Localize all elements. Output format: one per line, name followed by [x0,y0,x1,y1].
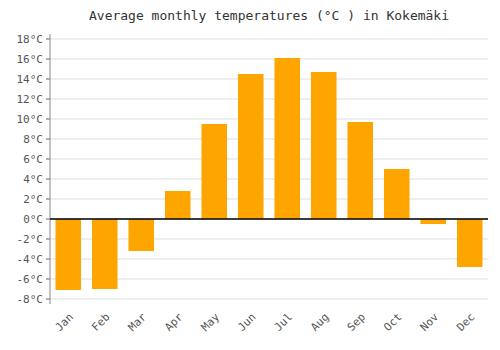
x-tick-label: Feb [89,311,112,334]
y-axis-line [50,34,51,304]
y-tick-label: -4°C [17,253,44,266]
bar [274,58,300,219]
grid-line [50,99,488,100]
y-tick-label: -6°C [17,273,44,286]
y-tick-label: 10°C [17,113,44,126]
y-tick [46,199,50,200]
y-tick-label: 6°C [23,153,43,166]
bar [55,219,81,290]
grid-line [50,299,488,300]
x-tick-label: Aug [308,311,331,334]
x-tick-label: Oct [381,311,404,334]
y-tick-label: -8°C [17,293,44,306]
x-tick-label: May [199,310,223,334]
y-tick [46,279,50,280]
y-tick [46,99,50,100]
grid-line [50,159,488,160]
bar [457,219,483,267]
chart-container: Average monthly temperatures (°C ) in Ko… [0,0,500,350]
bar [128,219,154,251]
bar [311,72,337,219]
x-tick-label: Sep [345,311,368,334]
y-tick-label: 2°C [23,193,43,206]
grid-line [50,139,488,140]
y-tick [46,299,50,300]
bar [384,169,410,219]
y-tick [46,79,50,80]
grid-line [50,39,488,40]
grid [50,39,488,299]
bar [201,124,227,219]
y-tick-label: 0°C [23,213,43,226]
y-tick-label: 4°C [23,173,43,186]
x-tick-label: Mar [126,310,150,334]
y-tick [46,219,50,220]
grid-line [50,179,488,180]
y-tick-label: 18°C [17,33,44,46]
y-tick [46,259,50,260]
grid-line [50,79,488,80]
grid-line [50,119,488,120]
y-tick-label: 8°C [23,133,43,146]
y-tick-label: 12°C [17,93,44,106]
y-tick [46,159,50,160]
bar [165,191,191,219]
y-tick [46,119,50,120]
bar [92,219,118,289]
zero-line [50,218,488,220]
y-tick [46,239,50,240]
chart-svg: Average monthly temperatures (°C ) in Ko… [0,0,500,350]
x-axis: Jan Feb Mar Apr May Jun Jul Aug Sep Oct Nov Dec [53,310,478,334]
y-tick-label: -2°C [17,233,44,246]
bar [238,74,264,219]
grid-line [50,219,488,220]
x-tick-label: Nov [418,310,442,334]
grid-line [50,199,488,200]
y-tick [46,179,50,180]
bars [55,58,482,290]
y-tick [46,59,50,60]
title: Average monthly temperatures (°C ) in Ko… [89,8,449,23]
y-tick-label: 16°C [17,53,44,66]
x-tick-label: Jun [235,311,258,334]
y-axis: -8°C -6°C -4°C -2°C 0°C 2°C 4°C 6°C 8°C 10°C 12°C 1… [17,33,51,306]
x-tick-label: Jul [272,311,295,334]
x-tick-label: Dec [454,311,477,334]
y-tick [46,39,50,40]
x-tick-label: Apr [162,310,186,334]
page: {"chart_data": {"type": "bar", "title": … [0,0,500,350]
y-tick [46,139,50,140]
x-tick-label: Jan [53,311,76,334]
y-tick-label: 14°C [17,73,44,86]
grid-line [50,59,488,60]
bar [347,122,373,219]
